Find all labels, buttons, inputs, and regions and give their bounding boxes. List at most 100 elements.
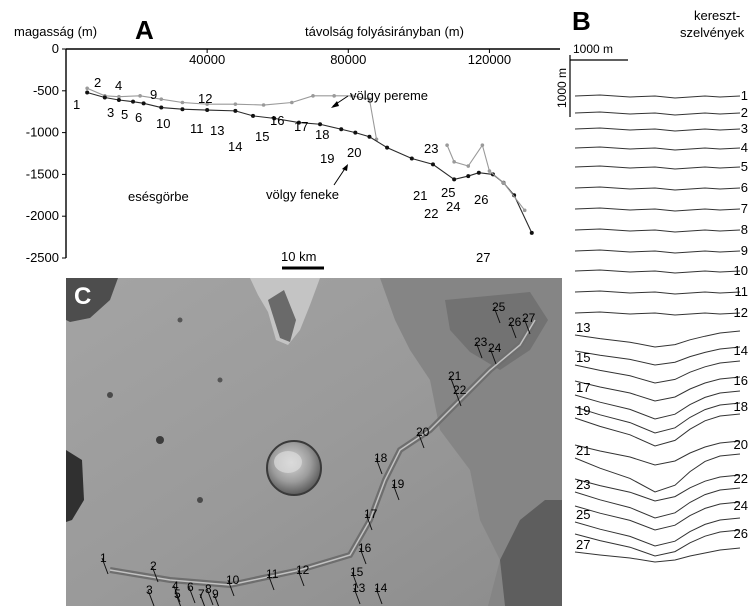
panel-b-title-line2: szelvények [680,25,745,40]
cross-section-line [574,360,741,384]
x-tick-label: 40000 [189,52,225,67]
data-point [233,108,238,113]
cross-section-line [574,487,741,519]
terrain-feature-east-highlands [380,278,562,606]
section-label: 12 [296,563,310,577]
section-label: 6 [187,580,194,594]
series-group [85,86,534,235]
data-point [141,101,146,106]
cross-section-label: 21 [576,443,590,458]
station-label-6: 6 [135,110,142,125]
section-label: 25 [492,300,506,314]
data-point [159,105,164,110]
cross-section-label: 5 [741,159,748,174]
section-label: 13 [352,581,366,595]
section-label: 18 [374,451,388,465]
cross-section-line [574,290,741,295]
y-tick-label: -2000 [26,208,59,223]
cross-section-label: 16 [734,373,748,388]
panel-a-letter: A [135,15,154,45]
y-tick-label: -2500 [26,250,59,265]
terrain-feature-se [500,500,562,606]
section-label: 24 [488,341,502,355]
terrain-feature-north-shadow [268,290,296,342]
x-tick-label: 80000 [330,52,366,67]
section-label: 16 [358,541,372,555]
section-line [213,593,220,606]
series-line [87,91,533,234]
cross-section-line [574,228,741,233]
section-line [188,586,196,604]
cross-section-line [574,249,741,254]
cross-section-label: 4 [741,140,748,155]
cross-section-line [574,440,741,466]
y-tick-label: -1500 [26,166,59,181]
station-label-11: 11 [190,121,204,136]
data-point [117,94,121,99]
small-crater [107,392,113,398]
terrain-feature-nw [66,278,118,322]
section-label: 8 [205,582,212,596]
data-point [251,113,256,118]
station-label-21: 21 [413,188,427,203]
data-point [272,116,277,121]
cross-section-label: 17 [576,380,590,395]
cross-section-label: 1 [741,88,748,103]
cross-section-label: 27 [576,537,590,552]
floor-annotation: völgy feneke [266,187,339,202]
station-label-27: 27 [476,250,490,265]
cross-section-label: 12 [734,305,748,320]
data-point [131,99,136,104]
section-line [353,587,361,605]
data-point [367,134,372,139]
small-crater [156,436,164,444]
cross-section-line [574,402,741,434]
profile-annotation: esésgörbe [128,189,189,204]
section-line [454,389,462,407]
data-point [233,102,238,106]
rim-branch-point [480,143,485,147]
small-crater [197,497,203,503]
section-line [199,593,206,606]
y-tick-label: -1000 [26,125,59,140]
station-label-14: 14 [228,139,242,154]
cross-section-label: 13 [576,320,590,335]
data-point [476,170,481,175]
rim-annotation: völgy pereme [350,88,428,103]
station-label-19: 19 [320,151,334,166]
cross-section-line [574,517,741,547]
station-labels: 1 2 3 4 5 6 9 10 11 12 13 14 15 16 17 18… [73,75,490,265]
data-point [159,97,164,101]
cross-section-line [574,311,741,316]
rim-branch-point [452,160,456,164]
panel-a: A magasság (m) távolság folyásirányban (… [14,15,560,270]
cross-section-line [574,127,741,132]
section-line [359,547,367,565]
cross-section-label: 19 [576,403,590,418]
small-crater [177,317,183,323]
station-label-17: 17 [294,119,308,134]
data-point [85,90,90,95]
cross-section-line [574,547,741,563]
cross-section-label: 18 [734,399,748,414]
data-point [339,127,344,132]
section-line [147,589,155,606]
section-line [523,317,531,335]
data-point [205,108,210,113]
section-label: 15 [350,565,364,579]
data-point [452,177,457,182]
section-label: 1 [100,551,107,565]
cross-section-label: 3 [741,121,748,136]
cross-section-line [574,413,741,447]
section-line [417,431,425,449]
panel-b: B kereszt- szelvények 1000 m 1000 m 1234… [555,6,748,563]
cross-section-line [574,207,741,212]
section-line [206,588,214,606]
cross-section-line [574,453,741,493]
terrain-feature-west [66,450,84,522]
station-label-23: 23 [424,141,438,156]
section-line [365,513,373,531]
